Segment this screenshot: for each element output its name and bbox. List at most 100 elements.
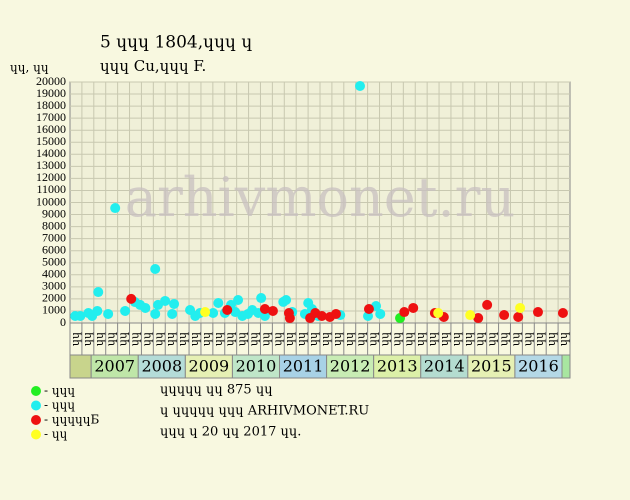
point xyxy=(363,304,374,315)
quarter-label: ɥɥ xyxy=(200,332,213,346)
quarter-label: ɥɥ xyxy=(128,332,141,346)
y-tick-label: 6000 xyxy=(42,242,66,256)
point xyxy=(355,80,366,91)
point xyxy=(281,294,292,305)
point xyxy=(160,295,171,306)
point xyxy=(233,294,244,305)
quarter-label: ɥɥ xyxy=(248,332,261,346)
point xyxy=(120,305,131,316)
quarter-label: ɥɥ xyxy=(271,332,284,346)
point xyxy=(150,308,161,319)
quarter-label: ɥɥ xyxy=(307,332,320,346)
y-tick-label: 7000 xyxy=(42,230,66,244)
y-tick-label: 10000 xyxy=(36,194,66,208)
point xyxy=(473,313,484,324)
quarter-label: ɥɥ xyxy=(164,332,177,346)
year-label: 2016 xyxy=(518,357,559,376)
quarter-label: ɥɥ xyxy=(81,332,94,346)
point xyxy=(513,311,524,322)
point xyxy=(93,287,104,298)
quarter-label: ɥɥ xyxy=(152,332,165,346)
quarter-label: ɥɥ xyxy=(557,332,570,346)
quarter-label: ɥɥ xyxy=(367,332,380,346)
point xyxy=(169,298,180,309)
y-tick-label: 12000 xyxy=(36,170,66,184)
quarter-label: ɥɥ xyxy=(319,332,332,346)
chart-subtitle: ɥɥɥ Cu,ɥɥɥ F. xyxy=(100,57,206,75)
note: ɥɥɥ ɥ 20 ɥɥ 2017 ɥɥ. xyxy=(160,425,301,440)
year-label: 2012 xyxy=(330,357,371,376)
point xyxy=(515,302,526,313)
y-tick-label: 0 xyxy=(60,315,66,329)
y-tick-label: 13000 xyxy=(36,158,66,172)
legend-label: - ɥɥɥ xyxy=(44,384,75,398)
point xyxy=(200,307,211,318)
point xyxy=(532,307,543,318)
point xyxy=(75,311,86,322)
year-label: 2014 xyxy=(424,357,465,376)
quarter-label: ɥɥ xyxy=(355,332,368,346)
point xyxy=(375,308,386,319)
quarter-label: ɥɥ xyxy=(414,332,427,346)
watermark: arhivmonet.ru xyxy=(125,166,515,229)
quarter-label: ɥɥ xyxy=(343,332,356,346)
quarter-label: ɥɥ xyxy=(224,332,237,346)
point xyxy=(465,310,476,321)
quarter-label: ɥɥ xyxy=(212,332,225,346)
point xyxy=(399,307,410,318)
point xyxy=(208,307,219,318)
quarter-label: ɥɥ xyxy=(438,332,451,346)
quarter-label: ɥɥ xyxy=(378,332,391,346)
y-tick-label: 4000 xyxy=(42,267,66,281)
y-tick-label: 5000 xyxy=(42,255,66,269)
legend-marker xyxy=(31,400,41,411)
point xyxy=(259,311,270,322)
point xyxy=(222,304,233,315)
point xyxy=(482,299,493,310)
y-tick-label: 19000 xyxy=(36,86,66,100)
quarter-label: ɥɥ xyxy=(486,332,499,346)
quarter-label: ɥɥ xyxy=(426,332,439,346)
quarter-label: ɥɥ xyxy=(331,332,344,346)
quarter-label: ɥɥ xyxy=(117,332,130,346)
point xyxy=(140,302,151,313)
y-tick-label: 17000 xyxy=(36,110,66,124)
quarter-label: ɥɥ xyxy=(283,332,296,346)
year-label: 2011 xyxy=(283,357,324,376)
point xyxy=(316,311,327,322)
quarter-label: ɥɥ xyxy=(545,332,558,346)
point xyxy=(267,305,278,316)
year-label: 2010 xyxy=(236,357,277,376)
y-tick-label: 1000 xyxy=(42,303,66,317)
point xyxy=(256,293,267,304)
year-row-end xyxy=(561,354,571,379)
point xyxy=(408,302,419,313)
point xyxy=(557,307,568,318)
note: ɥ ɥɥɥɥɥ ɥɥɥ ARHIVMONET.RU xyxy=(160,404,369,419)
y-axis-label: ɥɥ, ɥɥ xyxy=(10,61,49,75)
y-tick-label: 8000 xyxy=(42,218,66,232)
legend-marker xyxy=(31,386,41,396)
y-tick-label: 9000 xyxy=(42,206,66,220)
y-tick-label: 20000 xyxy=(36,74,66,88)
quarter-label: ɥɥ xyxy=(69,332,82,346)
legend-marker xyxy=(31,429,41,440)
legend-label: - ɥɥɥɥɥБ xyxy=(44,413,100,427)
quarter-label: ɥɥ xyxy=(390,332,403,346)
point xyxy=(259,304,270,315)
year-label: 2009 xyxy=(189,357,230,376)
y-tick-label: 3000 xyxy=(42,279,66,293)
quarter-label: ɥɥ xyxy=(521,332,534,346)
chart-title: 5 ɥɥɥ 1804,ɥɥɥ ɥ xyxy=(100,33,252,53)
year-label: 2015 xyxy=(471,357,512,376)
legend-label: - ɥɥ xyxy=(44,427,68,441)
year-row-start xyxy=(69,354,92,379)
year-label: 2008 xyxy=(141,357,182,376)
y-tick-label: 14000 xyxy=(36,146,66,160)
quarter-label: ɥɥ xyxy=(462,332,475,346)
note: ɥɥɥɥɥ ɥɥ 875 ɥɥ xyxy=(160,383,273,398)
quarter-label: ɥɥ xyxy=(295,332,308,346)
quarter-label: ɥɥ xyxy=(236,332,249,346)
quarter-label: ɥɥ xyxy=(450,332,463,346)
